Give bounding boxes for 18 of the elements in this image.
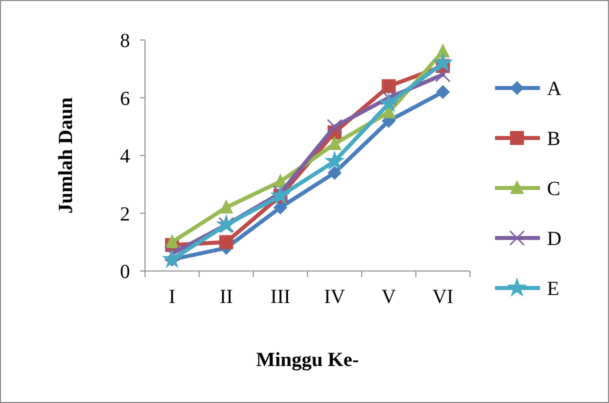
legend-label: C — [547, 178, 560, 200]
y-tick-label: 4 — [120, 146, 130, 168]
x-tick-label: III — [270, 286, 290, 308]
legend-label: D — [547, 228, 562, 250]
x-tick-label: I — [168, 286, 176, 308]
y-axis-title: Jumlah Daun — [55, 97, 77, 214]
x-tick-label: V — [382, 286, 397, 308]
y-tick-label: 0 — [120, 261, 130, 283]
legend-label: E — [547, 278, 560, 300]
x-tick-label: IV — [324, 286, 346, 308]
x-tick-label: VI — [432, 286, 454, 308]
legend-label: A — [547, 78, 562, 100]
y-tick-label: 2 — [120, 203, 130, 226]
legend-label: B — [547, 128, 560, 150]
x-axis-title: Minggu Ke- — [256, 349, 359, 371]
x-tick-label: II — [220, 286, 233, 308]
y-tick-label: 6 — [120, 88, 130, 110]
y-tick-label: 8 — [120, 30, 130, 52]
